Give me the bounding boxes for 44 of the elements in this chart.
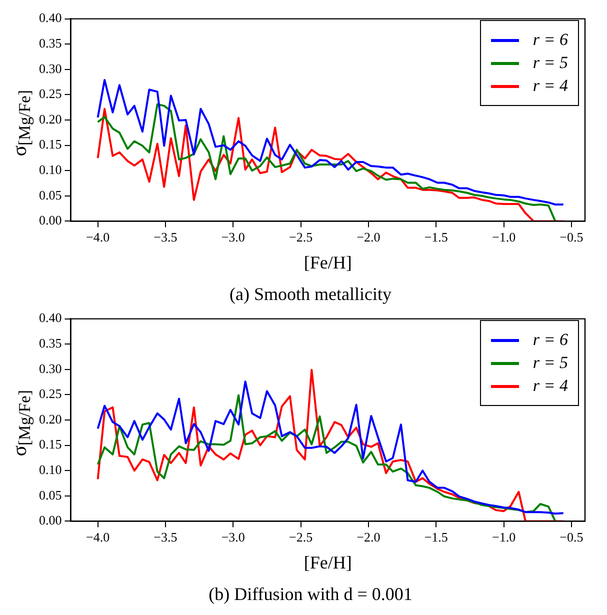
text: (b) Diffusion with d = 0.001 [208, 584, 412, 604]
y-tick-label: 0.20 [39, 411, 62, 426]
legend-label: r = 6 [532, 330, 568, 350]
y-tick-label: 0.10 [39, 462, 62, 478]
legend-label: r = 5 [532, 53, 568, 73]
x-tick-label: −0.5 [560, 529, 584, 544]
legend-label: r = 4 [532, 376, 568, 396]
x-tick-label: −4.0 [86, 229, 110, 244]
x-axis-title: [Fe/H] [304, 552, 352, 572]
y-tick-label: 0.00 [39, 212, 62, 228]
x-tick-label: −1.5 [424, 229, 448, 244]
x-tick-label: −2.5 [289, 229, 313, 244]
y-tick-label: 0.25 [39, 86, 62, 102]
y-tick-label: 0.35 [39, 36, 62, 51]
x-tick-label: −3.0 [221, 229, 245, 244]
x-tick-label: −2.5 [289, 529, 313, 544]
legend-label: r = 5 [532, 353, 568, 373]
x-tick-label: −3.5 [154, 229, 178, 244]
y-tick-label: 0.05 [39, 487, 62, 502]
y-tick-label: 0.00 [39, 512, 62, 528]
y-tick-label: 0.05 [39, 187, 62, 202]
y-tick-label: 0.30 [39, 360, 62, 376]
x-tick-label: −1.0 [492, 529, 516, 544]
y-tick-label: 0.10 [39, 162, 62, 178]
x-axis-title: [Fe/H] [304, 252, 352, 272]
legend-label: r = 4 [532, 76, 568, 96]
x-tick-label: −2.0 [356, 229, 380, 244]
y-tick-label: 0.40 [39, 310, 62, 326]
y-tick-label: 0.35 [39, 336, 62, 351]
legend-label: r = 6 [532, 30, 568, 50]
x-tick-label: −4.0 [86, 529, 110, 544]
x-tick-label: −0.5 [560, 229, 584, 244]
text: (a) Smooth metallicity [230, 284, 392, 304]
y-tick-label: 0.25 [39, 386, 62, 402]
x-tick-label: −2.0 [356, 529, 380, 544]
y-tick-label: 0.15 [39, 436, 62, 452]
y-tick-label: 0.30 [39, 60, 62, 76]
x-tick-label: −3.0 [221, 529, 245, 544]
y-tick-label: 0.40 [39, 10, 62, 26]
y-tick-label: 0.15 [39, 136, 62, 152]
x-tick-label: −1.0 [492, 229, 516, 244]
x-tick-label: −3.5 [154, 529, 178, 544]
y-tick-label: 0.20 [39, 111, 62, 126]
x-tick-label: −1.5 [424, 529, 448, 544]
